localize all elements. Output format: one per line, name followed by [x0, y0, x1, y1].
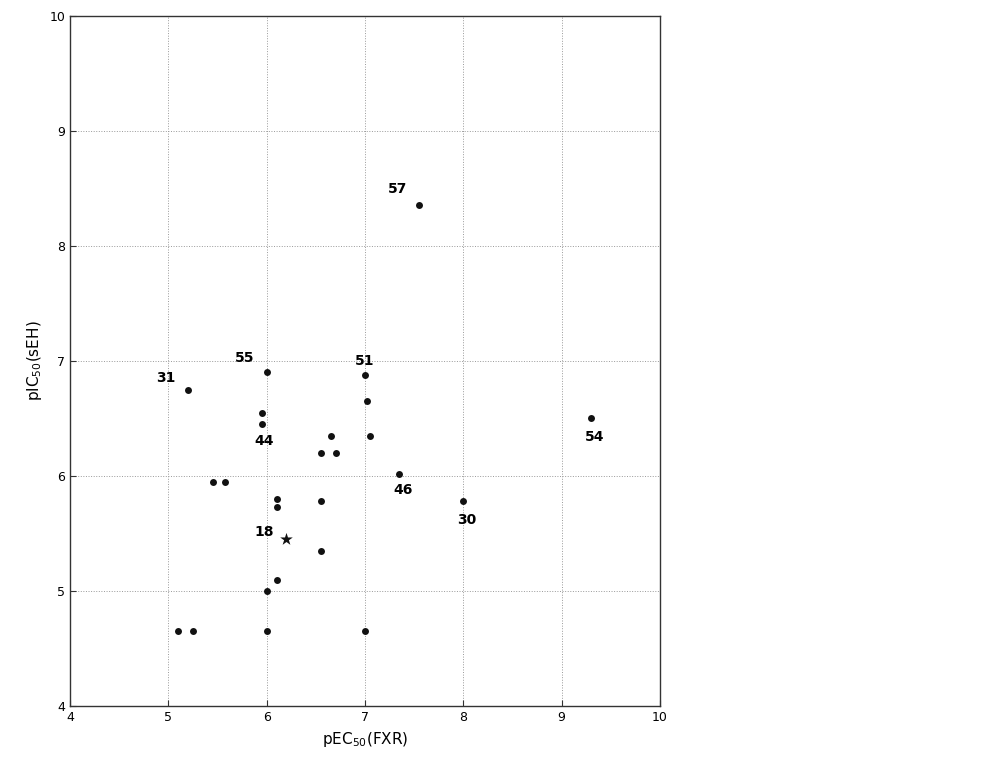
Point [583, 412, 599, 424]
X-axis label: pEC$_{50}$(FXR): pEC$_{50}$(FXR) [322, 729, 408, 749]
Point [170, 625, 186, 638]
Point [205, 476, 221, 488]
Point [359, 395, 375, 407]
Point [180, 383, 196, 396]
Point [268, 493, 285, 505]
Text: 46: 46 [394, 483, 413, 497]
Point [313, 447, 329, 459]
Point [217, 476, 233, 488]
Point [254, 418, 270, 431]
Text: 30: 30 [457, 513, 477, 527]
Text: 51: 51 [355, 354, 375, 368]
Point [323, 429, 339, 442]
Text: 55: 55 [235, 352, 255, 365]
Text: 44: 44 [254, 435, 273, 449]
Point [254, 407, 270, 419]
Point [185, 625, 201, 638]
Text: 31: 31 [157, 371, 176, 385]
Point [328, 447, 344, 459]
Point [411, 199, 427, 212]
Point [313, 545, 329, 557]
Point [268, 501, 285, 513]
Text: 54: 54 [585, 430, 605, 444]
Y-axis label: pIC$_{50}$(sEH): pIC$_{50}$(sEH) [25, 320, 44, 401]
Point [259, 366, 275, 379]
Point [259, 585, 275, 598]
Point [455, 495, 471, 508]
Point [357, 625, 373, 638]
Point [357, 369, 373, 381]
Point [391, 467, 407, 480]
Point [313, 495, 329, 508]
Point [278, 533, 294, 546]
Point [362, 429, 378, 442]
Point [268, 573, 285, 586]
Text: 57: 57 [388, 182, 407, 196]
Point [259, 625, 275, 638]
Text: 18: 18 [255, 525, 274, 539]
